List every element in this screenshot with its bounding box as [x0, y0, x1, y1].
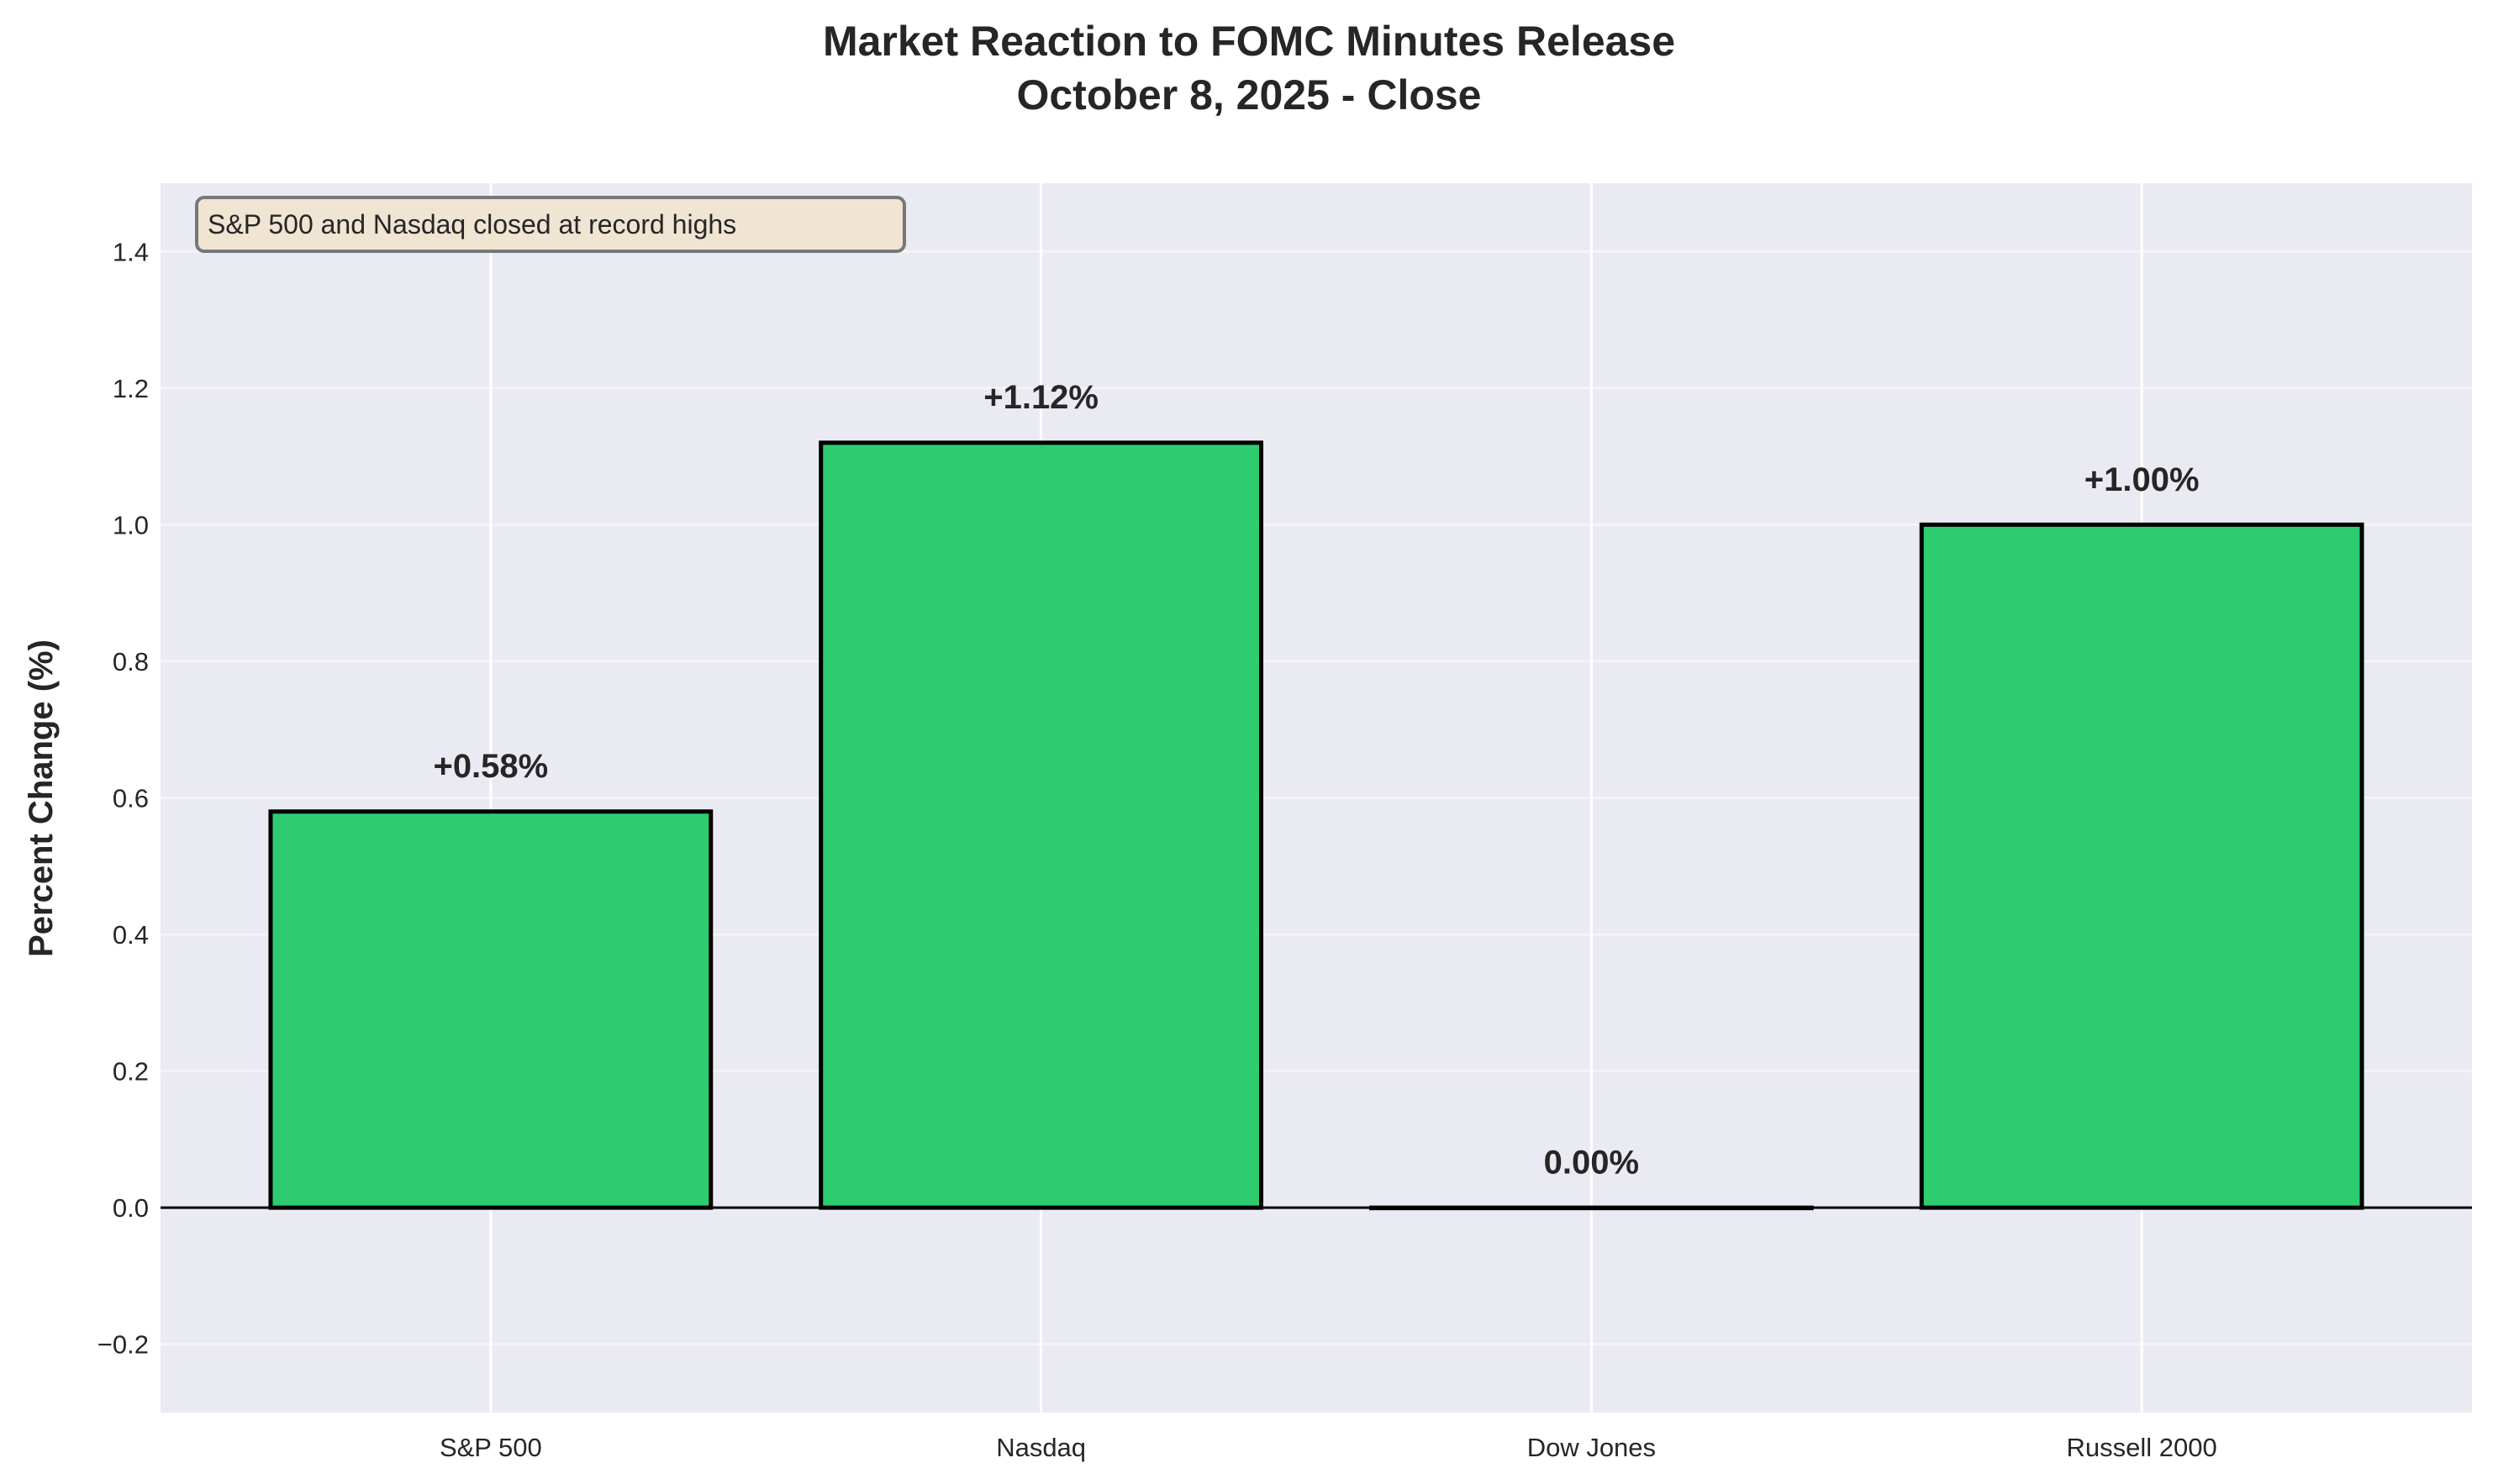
bar [1919, 522, 2364, 1210]
bar-value-label: +1.12% [983, 379, 1099, 416]
chart-title: Market Reaction to FOMC Minutes Release [823, 18, 1675, 65]
bar [268, 809, 714, 1210]
y-tick-label: 0.4 [113, 920, 149, 950]
y-axis-label: Percent Change (%) [23, 639, 60, 957]
bar-value-label: +1.00% [2084, 461, 2200, 498]
y-tick-label: 0.2 [113, 1057, 149, 1087]
chart-subtitle: October 8, 2025 - Close [1016, 71, 1481, 118]
y-tick-label: 0.6 [113, 784, 149, 813]
bar-value-label: +0.58% [433, 748, 548, 785]
annotation-box: S&P 500 and Nasdaq closed at record high… [195, 196, 906, 253]
bar-value-label: 0.00% [1544, 1145, 1639, 1181]
y-tick-label: 1.4 [113, 237, 149, 266]
y-tick-label: 0.0 [113, 1193, 149, 1223]
x-tick-label: Nasdaq [996, 1433, 1086, 1462]
x-tick-label: S&P 500 [440, 1433, 542, 1462]
y-tick-label: 1.0 [113, 510, 149, 539]
y-tick-label: 1.2 [113, 374, 149, 403]
x-tick-label: Dow Jones [1527, 1433, 1656, 1462]
annotation-text: S&P 500 and Nasdaq closed at record high… [208, 209, 736, 239]
y-tick-label: 0.8 [113, 647, 149, 676]
bar [819, 440, 1264, 1210]
x-tick-label: Russell 2000 [2067, 1433, 2217, 1462]
y-tick-label: −0.2 [97, 1330, 149, 1360]
